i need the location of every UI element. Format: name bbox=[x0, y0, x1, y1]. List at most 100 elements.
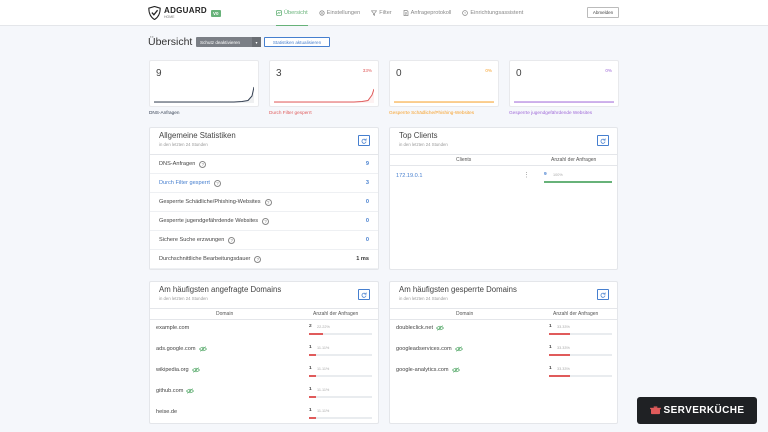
domain-name[interactable]: heise.de bbox=[156, 409, 177, 415]
request-bar bbox=[309, 375, 372, 377]
column-header-clients[interactable]: Clients bbox=[456, 157, 472, 163]
refresh-blocked-button[interactable] bbox=[597, 289, 609, 300]
adguard-logo[interactable]: ADGUARD HOME V0 bbox=[148, 6, 221, 20]
main-nav: Übersicht Einstellungen Filter Anfrageproto… bbox=[276, 0, 534, 26]
help-icon[interactable]: ? bbox=[262, 217, 270, 225]
domain-name[interactable]: googleadservices.com bbox=[396, 346, 463, 352]
column-header-requests[interactable]: Anzahl der Anfragen bbox=[553, 311, 599, 317]
refresh-icon bbox=[600, 292, 606, 298]
domain-row: ads.google.com 1 11.11% bbox=[150, 341, 378, 362]
brand-subtitle: HOME bbox=[164, 14, 175, 19]
domain-row: google-analytics.com 1 33.33% bbox=[390, 362, 617, 383]
general-stat-label[interactable]: Durch Filter gesperrt? bbox=[159, 179, 221, 187]
nav-item-2[interactable]: Filter bbox=[371, 0, 392, 26]
domain-name[interactable]: google-analytics.com bbox=[396, 367, 460, 373]
client-menu-icon[interactable]: ⋮ bbox=[523, 172, 530, 179]
domain-name-text: google-analytics.com bbox=[396, 367, 449, 373]
help-icon[interactable]: ? bbox=[199, 160, 207, 168]
refresh-statistics-button[interactable]: Statistiken aktualisieren bbox=[264, 37, 330, 47]
general-stat-row: Durchschnittliche Bearbeitungsdauer? 1 ms bbox=[150, 250, 378, 269]
general-stat-value: 1 ms bbox=[356, 256, 369, 262]
client-row: 172.19.0.1 ⋮ 9 100% bbox=[390, 168, 617, 189]
request-bar-fill bbox=[309, 354, 316, 356]
general-statistics-panel: Allgemeine Statistiken in den letzten 24… bbox=[149, 127, 379, 270]
client-ip[interactable]: 172.19.0.1 bbox=[396, 173, 423, 179]
nav-item-3[interactable]: Anfrageprotokoll bbox=[403, 0, 451, 26]
help-icon[interactable]: ? bbox=[213, 179, 221, 187]
tracker-eye-icon[interactable] bbox=[436, 325, 445, 331]
domain-name[interactable]: doubleclick.net bbox=[396, 325, 445, 331]
column-header-requests[interactable]: Anzahl der Anfragen bbox=[551, 157, 597, 163]
version-badge: V0 bbox=[211, 9, 221, 17]
refresh-icon bbox=[361, 138, 367, 144]
general-stat-label: Sichere Suche erzwungen? bbox=[159, 236, 236, 244]
top-blocked-subtitle: in den letzten 24 Stunden bbox=[399, 296, 448, 301]
request-percent: 11.11% bbox=[317, 388, 330, 392]
help-icon[interactable]: ? bbox=[228, 236, 236, 244]
request-bar-fill bbox=[309, 417, 316, 419]
general-stat-value: 3 bbox=[365, 180, 369, 186]
tracker-eye-icon[interactable] bbox=[186, 388, 195, 394]
page-title: Übersicht bbox=[148, 36, 193, 48]
request-percent: 22.22% bbox=[317, 325, 330, 329]
logout-button[interactable]: Abmelden bbox=[587, 7, 619, 18]
refresh-general-button[interactable] bbox=[358, 135, 370, 146]
top-blocked-title: Am häufigsten gesperrte Domains bbox=[399, 285, 517, 294]
top-blocked-domains-panel: Am häufigsten gesperrte Domains in den l… bbox=[389, 281, 618, 424]
stat-card[interactable]: 0 0% bbox=[389, 60, 499, 107]
domain-name[interactable]: wikipedia.org bbox=[156, 367, 200, 373]
top-queried-domains-panel: Am häufigsten angefragte Domains in den … bbox=[149, 281, 379, 424]
nav-item-4[interactable]: ? Einrichtungsassistent bbox=[462, 0, 523, 26]
stat-card-percent: 0% bbox=[485, 68, 492, 73]
general-stat-label-text: DNS-Anfragen bbox=[159, 161, 196, 167]
stat-card-value: 0 bbox=[396, 68, 402, 79]
nav-item-label: Filter bbox=[379, 10, 392, 16]
request-bar-fill bbox=[309, 396, 316, 398]
filter-icon bbox=[371, 10, 379, 16]
request-percent: 11.11% bbox=[317, 346, 330, 350]
refresh-queried-button[interactable] bbox=[358, 289, 370, 300]
refresh-clients-button[interactable] bbox=[597, 135, 609, 146]
top-queried-subtitle: in den letzten 24 Stunden bbox=[159, 296, 208, 301]
tracker-eye-icon[interactable] bbox=[191, 367, 200, 373]
request-count: 1 bbox=[549, 324, 552, 329]
request-bar bbox=[549, 333, 612, 335]
document-icon bbox=[403, 10, 411, 16]
chevron-down-icon[interactable]: ▾ bbox=[252, 37, 261, 47]
stat-card[interactable]: 3 33% bbox=[269, 60, 379, 107]
domain-name-text: example.com bbox=[156, 325, 190, 331]
nav-item-label: Einstellungen bbox=[326, 10, 361, 16]
stat-card[interactable]: 9 bbox=[149, 60, 259, 107]
domain-name[interactable]: github.com bbox=[156, 388, 195, 394]
request-bar-fill bbox=[544, 181, 612, 183]
request-count: 9 bbox=[544, 172, 547, 177]
tracker-eye-icon[interactable] bbox=[451, 367, 460, 373]
column-header-domain[interactable]: Domain bbox=[456, 311, 474, 317]
sparkline bbox=[514, 83, 614, 103]
stat-card-label: DNS-Anfragen bbox=[149, 110, 180, 115]
nav-item-1[interactable]: Einstellungen bbox=[319, 0, 361, 26]
disable-protection-button[interactable]: Schutz deaktivieren ▾ bbox=[196, 37, 261, 47]
help-icon[interactable]: ? bbox=[254, 255, 262, 263]
nav-item-0[interactable]: Übersicht bbox=[276, 0, 308, 26]
stat-card[interactable]: 0 0% bbox=[509, 60, 619, 107]
sparkline bbox=[154, 83, 254, 103]
domain-name-text: wikipedia.org bbox=[156, 367, 189, 373]
general-stat-label-text: Durchschnittliche Bearbeitungsdauer bbox=[159, 256, 251, 262]
request-count: 1 bbox=[309, 366, 312, 371]
domain-name[interactable]: ads.google.com bbox=[156, 346, 207, 352]
help-icon[interactable]: ? bbox=[264, 198, 272, 206]
stat-card-percent: 0% bbox=[605, 68, 612, 73]
domain-name[interactable]: example.com bbox=[156, 325, 189, 331]
column-header-domain[interactable]: Domain bbox=[216, 311, 234, 317]
domain-row: googleadservices.com 1 33.33% bbox=[390, 341, 617, 362]
tracker-eye-icon[interactable] bbox=[454, 346, 463, 352]
top-clients-subtitle: in den letzten 24 Stunden bbox=[399, 142, 448, 147]
column-header-requests[interactable]: Anzahl der Anfragen bbox=[313, 311, 359, 317]
request-count: 1 bbox=[309, 408, 312, 413]
tracker-eye-icon[interactable] bbox=[198, 346, 207, 352]
domain-row: doubleclick.net 1 33.33% bbox=[390, 320, 617, 341]
watermark-text: SERVERKÜCHE bbox=[663, 405, 745, 416]
brand-name: ADGUARD bbox=[164, 5, 207, 15]
request-bar-fill bbox=[309, 375, 316, 377]
